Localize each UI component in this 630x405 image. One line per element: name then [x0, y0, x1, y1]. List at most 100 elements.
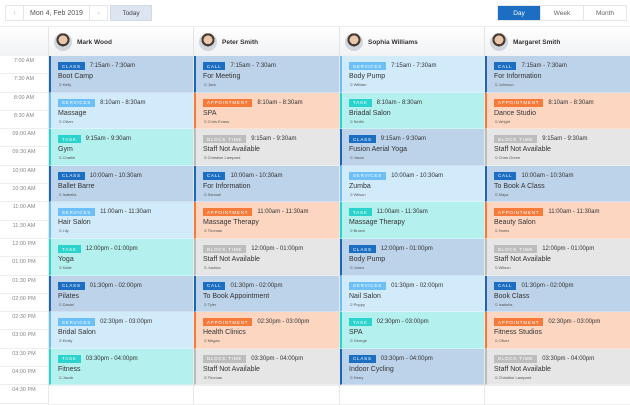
event-header: APPOINTMENT 11:00am - 11:30am: [203, 208, 339, 217]
time-label: 12:00 PM: [0, 239, 48, 258]
event-card[interactable]: CLASS 12:00pm - 01:00pm Body Pump Jones: [340, 239, 484, 276]
event-card[interactable]: TASK 8:10am - 8:30am Briadal Salon Smith: [340, 92, 484, 130]
event-card[interactable]: SERVICES 10:00am - 10:30am Zumba Wilson: [340, 165, 484, 203]
event-card[interactable]: TASK 9:15am - 9:30am GymCharlie: [49, 129, 193, 166]
event-header: SERVICES 10:00am - 10:30am: [349, 171, 484, 180]
event-time: 03:30pm - 04:00pm: [542, 355, 595, 362]
event-card[interactable]: APPOINTMENT 02:30pm - 03:00pm Fitness Stud…: [485, 312, 630, 349]
event-card[interactable]: BLOCK TIME 12:00pm - 01:00pm Staff Not Ava…: [194, 239, 339, 276]
staff-name: Margaret Smith: [513, 38, 561, 46]
event-title: Zumba: [349, 182, 371, 190]
event-type-badge: CALL: [494, 62, 517, 70]
event-time: 02:30pm - 03:00pm: [257, 319, 310, 326]
event-card[interactable]: CALL 7:15am - 7:30am For Meeting Jack: [194, 56, 339, 93]
event-card[interactable]: CLASS 10:00am - 10:30am Ballet Barre Isabel…: [49, 165, 193, 203]
staff-3[interactable]: Sophia Williams: [339, 27, 484, 57]
event-card[interactable]: APPOINTMENT 11:00am - 11:30am Beauty Salon…: [485, 202, 630, 239]
event-person: Thomas: [203, 228, 339, 233]
event-card[interactable]: SERVICES 8:10am - 8:30am Massage Oliver: [49, 92, 193, 130]
view-week-button[interactable]: Week: [540, 6, 583, 20]
event-time: 7:15am - 7:30am: [230, 63, 276, 69]
time-label: 04:30 PM: [0, 385, 48, 404]
event-card[interactable]: SERVICES 7:15am - 7:30am Body Pump William: [340, 56, 484, 93]
event-person: Daniel: [58, 302, 193, 307]
event-type-badge: BLOCK TIME: [494, 245, 538, 253]
event-card[interactable]: CALL 10:00am - 10:30am To Book A Class Maya: [485, 165, 630, 203]
event-header: BLOCK TIME 12:00pm - 01:00pm: [494, 245, 630, 253]
view-day-button[interactable]: Day: [498, 6, 540, 20]
event-type-badge: BLOCK TIME: [494, 354, 538, 363]
event-card[interactable]: APPOINTMENT 8:10am - 8:30am SPA Chris Evans: [194, 92, 339, 130]
staff-1[interactable]: Mark Wood: [48, 27, 193, 57]
avatar: [199, 33, 217, 51]
event-card[interactable]: CLASS 01:30pm - 02:00pm Pilates Daniel: [49, 275, 193, 313]
event-card[interactable]: TASK 12:00pm - 01:00pm Yoga Katie: [49, 239, 193, 276]
event-card[interactable]: BLOCK TIME 9:15am - 9:30am Staff Not Avail…: [485, 129, 630, 166]
today-button[interactable]: Today: [110, 5, 152, 21]
event-person: William: [349, 82, 484, 87]
staff-column: SERVICES 7:15am - 7:30am Body Pump William T…: [339, 56, 484, 405]
event-type-badge: CALL: [494, 171, 517, 180]
prev-day-button[interactable]: ‹: [13, 9, 16, 17]
event-type-badge: APPOINTMENT: [203, 318, 253, 327]
event-card[interactable]: CALL 01:30pm - 02:00pm Book Class Isabella: [485, 275, 630, 313]
current-date[interactable]: Mon 4, Feb 2019: [23, 6, 90, 20]
event-header: SERVICES 01:30pm - 02:00pm: [349, 281, 484, 290]
event-person: Oliver: [494, 338, 630, 343]
event-card[interactable]: BLOCK TIME 03:30pm - 04:00pm Staff Not Ava…: [194, 348, 339, 386]
event-card[interactable]: CALL 10:00am - 10:30am For Information Samu…: [194, 165, 339, 203]
event-card[interactable]: TASK 03:30pm - 04:00pm Fitness Jacob: [49, 348, 193, 386]
event-card[interactable]: TASK 11:00am - 11:30am Massage TherapyBrow…: [340, 202, 484, 239]
staff-name: Sophia Williams: [368, 38, 418, 46]
event-type-badge: SERVICES: [58, 208, 96, 217]
event-card[interactable]: BLOCK TIME 9:15am - 9:30am Staff Not Avail…: [194, 129, 339, 166]
event-card[interactable]: SERVICES 02:30pm - 03:00pm Bridal SalonEmi…: [49, 312, 193, 349]
event-card[interactable]: SERVICES 11:00am - 11:30am Hair SalonLily: [49, 202, 193, 239]
event-time: 10:00am - 10:30am: [521, 172, 574, 179]
event-card[interactable]: APPOINTMENT 02:30pm - 03:00pm Health Clini…: [194, 312, 339, 349]
event-card[interactable]: BLOCK TIME 03:30pm - 04:00pm Staff Not Ava…: [485, 348, 630, 386]
event-time: 7:15am - 7:30am: [89, 63, 136, 69]
event-type-badge: APPOINTMENT: [203, 98, 253, 107]
event-title: Beauty Salon: [494, 219, 536, 227]
next-day-button[interactable]: ›: [97, 9, 100, 17]
event-card[interactable]: CALL 7:15am - 7:30am For Information Johnso…: [485, 56, 630, 93]
event-title: Staff Not Available: [203, 365, 260, 373]
event-header: CALL 01:30pm - 02:00pm: [494, 281, 630, 290]
event-header: APPOINTMENT 02:30pm - 03:00pm: [494, 318, 630, 327]
event-time: 03:30pm - 04:00pm: [85, 355, 138, 362]
event-card[interactable]: APPOINTMENT 8:10am - 8:30am Dance Studio Wr…: [485, 92, 630, 130]
event-header: SERVICES 8:10am - 8:30am: [58, 98, 193, 107]
event-header: APPOINTMENT 8:10am - 8:30am: [203, 98, 339, 107]
event-title: SPA: [349, 329, 363, 337]
event-person: Harry: [349, 375, 484, 380]
event-card[interactable]: CLASS 9:15am - 9:30am Fusion Aerial YogaJa…: [340, 129, 484, 166]
event-time: 01:30pm - 02:00pm: [521, 282, 574, 289]
staff-2[interactable]: Peter Smith: [193, 27, 339, 57]
event-card[interactable]: CLASS 7:15am - 7:30am Boot Camp Kelly: [49, 56, 193, 93]
event-type-badge: CALL: [203, 171, 226, 180]
event-type-badge: CLASS: [58, 171, 85, 180]
view-month-button[interactable]: Month: [583, 6, 626, 20]
event-card[interactable]: CLASS 03:30pm - 04:00pm Indoor Cycling Harr…: [340, 348, 484, 386]
event-time: 9:15am - 9:30am: [380, 136, 427, 143]
event-header: CALL 10:00am - 10:30am: [494, 171, 630, 180]
event-person: Chris Green: [494, 155, 630, 160]
event-card[interactable]: BLOCK TIME 12:00pm - 01:00pm Staff Not Ava…: [485, 239, 630, 276]
event-header: TASK 12:00pm - 01:00pm: [58, 245, 193, 253]
event-card[interactable]: SERVICES 01:30pm - 02:00pm Nail Salon Poppy: [340, 275, 484, 313]
event-time: 10:00am - 10:30am: [89, 172, 142, 179]
event-title: Health Clinics: [203, 329, 246, 337]
event-type-badge: APPOINTMENT: [494, 318, 544, 327]
event-person: Johnson: [494, 82, 630, 87]
event-type-badge: TASK: [349, 208, 372, 217]
event-card[interactable]: APPOINTMENT 11:00am - 11:30am Massage Ther…: [194, 202, 339, 239]
time-label: 09:00 AM: [0, 129, 48, 148]
event-header: BLOCK TIME 12:00pm - 01:00pm: [203, 245, 339, 253]
event-title: Book Class: [494, 292, 530, 300]
event-person: Jason: [349, 155, 484, 160]
event-card[interactable]: CALL 01:30pm - 02:00pm To Book Appointment…: [194, 275, 339, 313]
staff-4[interactable]: Margaret Smith: [484, 27, 630, 57]
event-person: George: [349, 338, 484, 343]
event-card[interactable]: TASK 02:30pm - 03:00pm SPAGeorge: [340, 312, 484, 349]
